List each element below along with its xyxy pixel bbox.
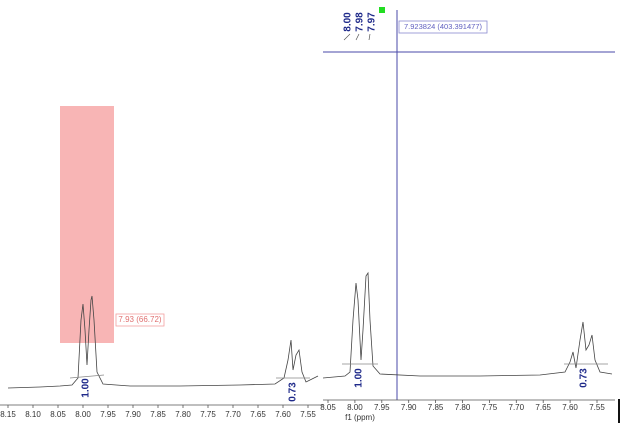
tick-label: 7.80 bbox=[175, 410, 191, 419]
peak-label: 8.00 bbox=[343, 12, 354, 32]
text-cursor bbox=[618, 399, 620, 423]
integral-label: 1.00 bbox=[81, 378, 92, 398]
peak-ticks bbox=[343, 33, 371, 41]
selection-label: 7.93 (66.72) bbox=[118, 315, 161, 324]
tick-label: 7.85 bbox=[150, 410, 166, 419]
tick-label: 8.00 bbox=[75, 410, 91, 419]
tick-label: 7.70 bbox=[225, 410, 241, 419]
tick-label: 7.75 bbox=[200, 410, 216, 419]
tick-label: 8.00 bbox=[347, 403, 363, 412]
tick-label: 8.10 bbox=[25, 410, 41, 419]
integral-label: 0.73 bbox=[288, 382, 299, 402]
peak-label: 7.97 bbox=[367, 12, 378, 32]
tick-label: 7.65 bbox=[535, 403, 551, 412]
tick-label: 7.75 bbox=[482, 403, 498, 412]
inset-panel: 8.00 7.98 7.97 7.923824 (403.391477) 1.0… bbox=[320, 7, 621, 422]
integral-label: 0.73 bbox=[579, 368, 590, 388]
tick-label: 8.15 bbox=[0, 410, 16, 419]
axis-ticks: 8.05 8.00 7.95 7.90 7.85 7.80 7.75 7.70 7.65 7.60… bbox=[320, 400, 605, 412]
tick-label: 7.60 bbox=[562, 403, 578, 412]
tick-label: 7.65 bbox=[250, 410, 266, 419]
tick-label: 7.95 bbox=[374, 403, 390, 412]
selection-region bbox=[60, 106, 114, 343]
tick-label: 7.85 bbox=[428, 403, 444, 412]
tick-label: 7.90 bbox=[125, 410, 141, 419]
inset-spectrum-trace bbox=[322, 271, 613, 379]
tick-label: 7.60 bbox=[275, 410, 291, 419]
axis-ticks: 8.15 8.10 8.05 8.00 7.95 7.90 7.85 7.80 7.75 7.70… bbox=[0, 405, 316, 419]
tick-label: 7.90 bbox=[401, 403, 417, 412]
spectrum-trace bbox=[7, 295, 319, 389]
peak-label: 7.98 bbox=[355, 12, 366, 32]
tick-label: 7.80 bbox=[455, 403, 471, 412]
tick-label: 7.70 bbox=[509, 403, 525, 412]
tick-label: 8.05 bbox=[320, 403, 336, 412]
integral-curve bbox=[69, 374, 105, 379]
tick-label: 8.05 bbox=[50, 410, 66, 419]
tick-label: 7.95 bbox=[100, 410, 116, 419]
selection-label-box bbox=[115, 313, 165, 327]
tick-label: 7.55 bbox=[589, 403, 605, 412]
inset-background bbox=[323, 10, 621, 410]
marker bbox=[379, 7, 385, 13]
integral-label: 1.00 bbox=[354, 368, 365, 388]
main-spectrum: 7.93 (66.72) 1.00 0.73 8.15 8.10 8.05 8.00 7… bbox=[0, 106, 323, 419]
tick-label: 7.55 bbox=[300, 410, 316, 419]
cursor-readout: 7.923824 (403.391477) bbox=[404, 22, 482, 31]
axis-title: f1 (ppm) bbox=[345, 413, 375, 422]
cursor-readout-box bbox=[398, 20, 488, 34]
